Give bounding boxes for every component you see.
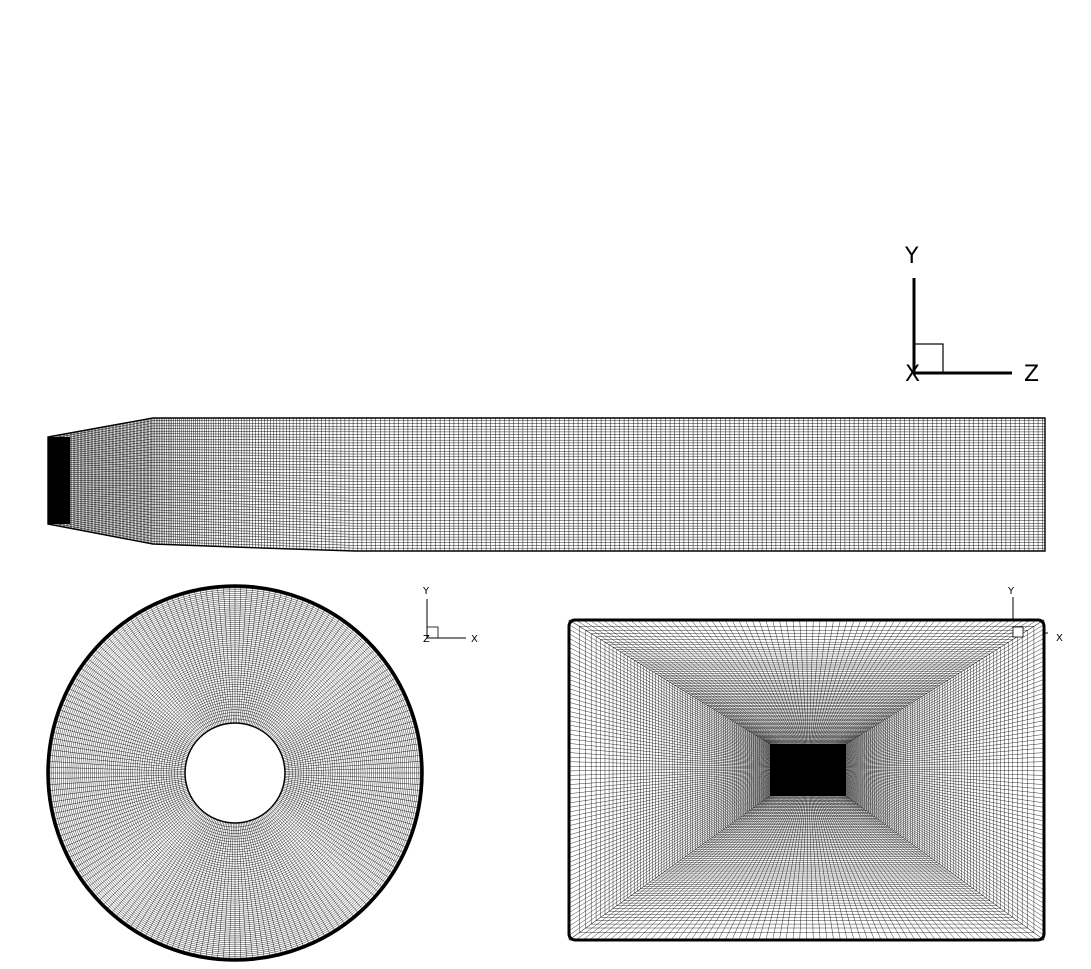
circle-triad-corner-box — [426, 626, 439, 639]
main-y-label: Y — [904, 244, 919, 269]
rect-x-label: X — [1056, 633, 1063, 644]
annular-cross-section-mesh — [46, 584, 424, 962]
main-z-label: Z — [1024, 362, 1039, 387]
circle-axis-triad: Y X Z — [422, 586, 478, 645]
main-x-label: X — [905, 362, 920, 387]
circle-y-label: Y — [422, 586, 430, 597]
rect-dense-core — [770, 744, 846, 796]
main-triad-corner-box — [913, 343, 944, 374]
main-axis-triad: Y Z X — [904, 244, 1039, 387]
rect-triad-corner-box — [1012, 626, 1024, 638]
circle-z-label: Z — [423, 634, 430, 645]
annulus-outer-edge — [46, 584, 424, 962]
side-view-inlet-dense-block — [48, 437, 70, 524]
rectangular-cross-section-mesh — [567, 618, 1046, 942]
annulus-inner-hole — [184, 722, 286, 824]
rect-y-label: Y — [1007, 586, 1015, 597]
side-view-mesh — [47, 417, 1046, 552]
rect-mesh-lines — [568, 619, 1045, 941]
rect-outer-edge — [567, 618, 1046, 942]
circle-x-label: X — [471, 634, 478, 645]
